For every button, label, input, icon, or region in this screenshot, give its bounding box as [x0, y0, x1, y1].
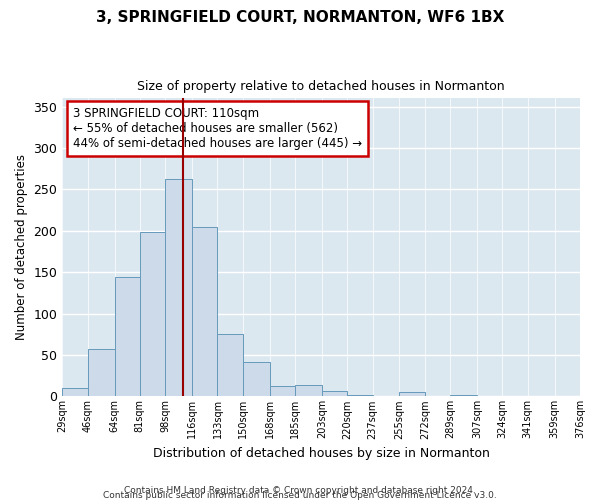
Bar — [192, 228, 217, 396]
Bar — [400, 392, 425, 396]
Bar — [295, 385, 322, 396]
Bar — [62, 388, 88, 396]
Title: Size of property relative to detached houses in Normanton: Size of property relative to detached ho… — [137, 80, 505, 93]
Bar — [243, 362, 269, 396]
Bar — [347, 394, 373, 396]
Bar — [115, 277, 140, 396]
Text: 3, SPRINGFIELD COURT, NORMANTON, WF6 1BX: 3, SPRINGFIELD COURT, NORMANTON, WF6 1BX — [96, 10, 504, 25]
X-axis label: Distribution of detached houses by size in Normanton: Distribution of detached houses by size … — [153, 447, 490, 460]
Bar — [165, 180, 192, 396]
Bar — [88, 349, 115, 397]
Bar — [322, 392, 347, 396]
Y-axis label: Number of detached properties: Number of detached properties — [15, 154, 28, 340]
Text: 3 SPRINGFIELD COURT: 110sqm
← 55% of detached houses are smaller (562)
44% of se: 3 SPRINGFIELD COURT: 110sqm ← 55% of det… — [73, 108, 362, 150]
Bar — [140, 232, 165, 396]
Bar — [269, 386, 295, 396]
Bar — [217, 334, 243, 396]
Bar — [450, 394, 477, 396]
Text: Contains public sector information licensed under the Open Government Licence v3: Contains public sector information licen… — [103, 491, 497, 500]
Text: Contains HM Land Registry data © Crown copyright and database right 2024.: Contains HM Land Registry data © Crown c… — [124, 486, 476, 495]
